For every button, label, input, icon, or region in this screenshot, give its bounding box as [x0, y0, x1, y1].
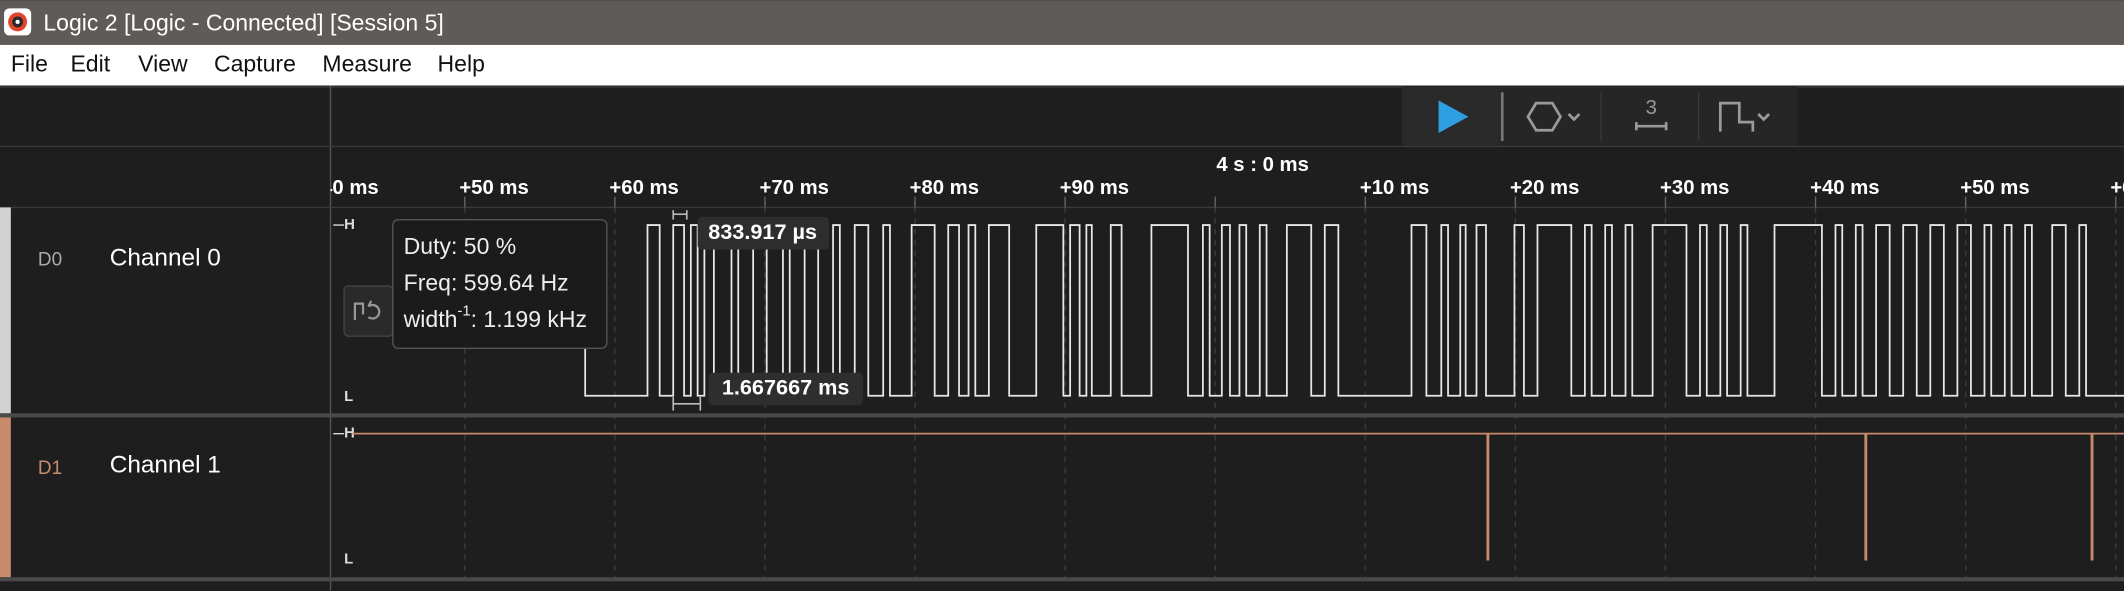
channel-color — [0, 417, 11, 578]
level-low: L — [344, 389, 353, 405]
time-tick-label: +60 ms — [609, 177, 678, 199]
label: width — [403, 306, 458, 332]
trigger-button[interactable] — [1526, 101, 1581, 132]
trigger-count: 3 — [1646, 97, 1657, 119]
channel-id: D1 — [38, 458, 62, 479]
start-button[interactable] — [1402, 86, 1500, 146]
window-title: Logic 2 [Logic - Connected] [Session 5] — [43, 10, 443, 36]
time-tick-label: +60 ms — [2110, 177, 2124, 199]
time-tick-label: +10 ms — [1360, 177, 1429, 199]
time-tick-label: +50 ms — [459, 177, 528, 199]
channel-name[interactable]: Channel 1 — [110, 452, 221, 479]
tooltip-width: width-1: 1.199 kHz — [403, 304, 587, 333]
tooltip-freq: Freq: 599.64 Hz — [404, 270, 569, 296]
channel-name[interactable]: Channel 0 — [110, 244, 221, 271]
channel-options-button[interactable] — [343, 285, 394, 337]
channel-color — [0, 207, 11, 414]
menu-item[interactable]: Measure — [322, 50, 412, 76]
tooltip-duty: Duty: 50 % — [404, 233, 517, 259]
width-marker — [672, 210, 688, 220]
waveform — [352, 432, 2124, 561]
row-separator — [0, 413, 2124, 418]
exponent: -1 — [457, 304, 470, 320]
time-tick-label: +50 ms — [1960, 177, 2029, 199]
app-icon — [4, 8, 32, 36]
period: 1.667667 ms — [722, 375, 850, 400]
time-tick-label: +70 ms — [760, 177, 829, 199]
waveform — [584, 224, 2124, 397]
measurement-box — [708, 372, 863, 406]
menu-item[interactable]: Edit — [70, 50, 110, 76]
period-marker — [672, 397, 702, 411]
channel-id: D0 — [38, 249, 62, 270]
menu-item[interactable]: Capture — [214, 50, 296, 76]
glitch-filter-button[interactable] — [1718, 101, 1771, 132]
measurement-box — [697, 216, 830, 250]
pulse-width: 833.917 µs — [708, 219, 817, 244]
row-separator — [0, 577, 2124, 582]
value: : 1.199 kHz — [471, 306, 587, 332]
trigger-count-button[interactable]: 3 — [1634, 97, 1668, 131]
time-anchor: 4 s : 0 ms — [1216, 154, 1309, 176]
time-tick-label: +90 ms — [1060, 177, 1129, 199]
time-tick-label: +40 ms — [309, 177, 378, 199]
time-tick-label: +80 ms — [910, 177, 979, 199]
toolbar — [0, 85, 2124, 147]
tooltip — [392, 218, 608, 350]
menu-bar — [0, 44, 2124, 86]
time-tick-label: +40 ms — [1810, 177, 1879, 199]
menu-item[interactable]: View — [138, 50, 188, 76]
time-tick-label: +20 ms — [1510, 177, 1579, 199]
level-low: L — [344, 552, 353, 568]
time-tick-label: +30 ms — [1660, 177, 1729, 199]
level-high: H — [344, 426, 355, 442]
title-bar — [0, 0, 2124, 45]
menu-item[interactable]: Help — [438, 50, 485, 76]
menu-item[interactable]: File — [11, 50, 48, 76]
level-high: H — [344, 217, 355, 233]
